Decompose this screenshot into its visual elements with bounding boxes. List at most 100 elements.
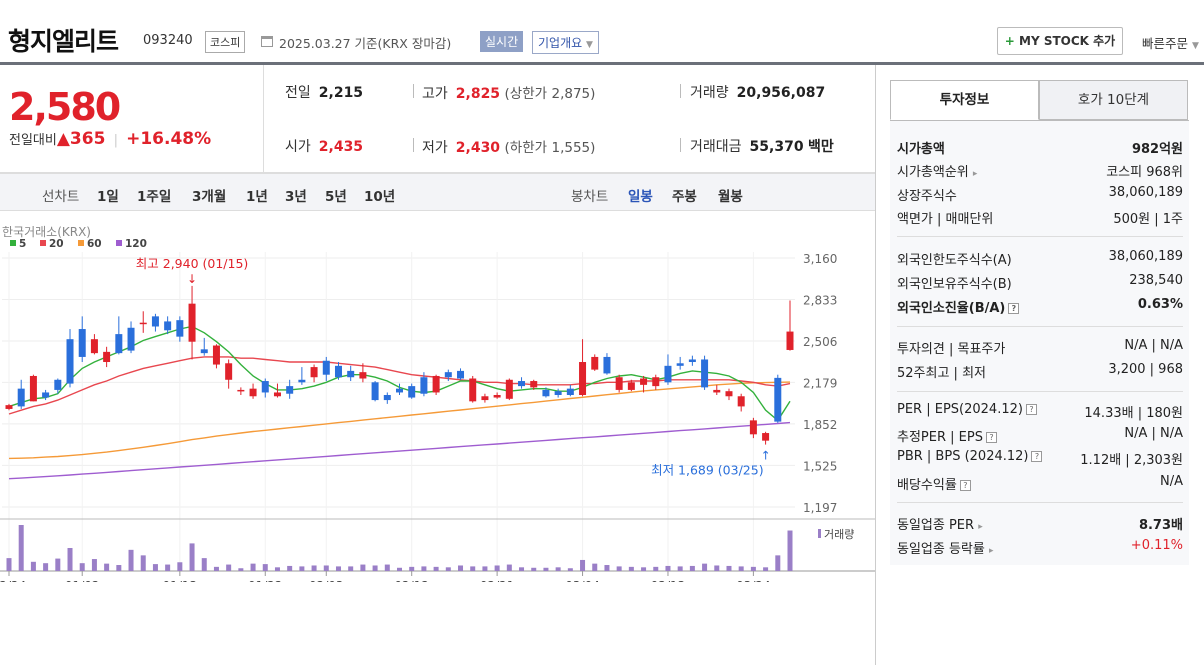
volume-bar — [543, 567, 549, 571]
candle-body — [5, 405, 13, 409]
period-3y-button[interactable]: 3년 — [285, 189, 307, 205]
help-icon[interactable]: ? — [1008, 303, 1020, 314]
candle-body — [115, 334, 123, 354]
rank-label: 시가총액순위 ▸ — [897, 161, 977, 180]
realtime-button[interactable]: 실시간 — [480, 31, 524, 52]
foreign-ratio-row: 외국인소진율(B/A)? 0.63% — [897, 297, 1183, 317]
volume-bar — [494, 565, 500, 571]
candle-body — [688, 359, 696, 363]
tab-order-book[interactable]: 호가 10단계 — [1039, 80, 1188, 120]
pbr-value: 1.12배 | 2,303원 — [1080, 453, 1183, 468]
volume-bar — [384, 564, 390, 571]
rank-row[interactable]: 시가총액순위 ▸ 코스피 968위 — [897, 161, 1183, 181]
company-info-dropdown[interactable]: 기업개요 ▼ — [532, 31, 599, 54]
volume-bar — [189, 543, 195, 571]
period-1d-button[interactable]: 1일 — [97, 189, 119, 205]
moving-average-line-ma120 — [8, 421, 791, 480]
per-label: PER | EPS(2024.12)? — [897, 402, 1037, 417]
candle-body — [164, 321, 172, 331]
candle-chart-label: 봉차트 — [571, 189, 609, 205]
volume-cell: 거래량 20,956,087 — [690, 82, 825, 102]
dividend-label-text: 배당수익률 — [897, 478, 957, 493]
volume-bar — [55, 558, 61, 571]
change-label: 전일대비 — [9, 133, 57, 148]
divider — [413, 84, 414, 98]
trade-value-label: 거래대금 — [690, 139, 742, 155]
candle-body — [542, 389, 550, 397]
x-tick-label: 03/13 — [651, 579, 686, 582]
volume-bar — [592, 563, 598, 571]
volume-bar — [201, 558, 207, 571]
sector-change-label-text: 동일업종 등락률 — [897, 542, 985, 557]
lower-limit-value: 1,555) — [551, 140, 596, 156]
candle-body — [261, 381, 269, 393]
candle-body — [457, 370, 465, 379]
candle-monthly-button[interactable]: 월봉 — [718, 189, 743, 205]
period-1y-button[interactable]: 1년 — [246, 189, 268, 205]
candle-weekly-button[interactable]: 주봉 — [672, 189, 697, 205]
candle-body — [90, 339, 98, 354]
foreign-limit-label: 외국인한도주식수(A) — [897, 253, 1012, 268]
candle-body — [420, 377, 428, 394]
candle-body — [676, 363, 684, 366]
x-tick-label: 02/03 — [309, 579, 344, 582]
foreign-ratio-label: 외국인소진율(B/A)? — [897, 297, 1020, 316]
period-3m-button[interactable]: 3개월 — [192, 189, 227, 205]
period-10y-button[interactable]: 10년 — [364, 189, 396, 205]
price-change: 전일대비▲365 | +16.48% — [9, 129, 212, 149]
volume-bar — [750, 566, 756, 571]
candle-body — [66, 339, 74, 384]
candle-body — [713, 389, 721, 393]
y-tick-label: 1,525 — [803, 459, 837, 473]
help-icon[interactable]: ? — [1031, 451, 1043, 462]
quick-order-dropdown[interactable]: 빠른주문 ▼ — [1142, 33, 1199, 52]
volume-bar — [18, 525, 24, 571]
candle-daily-button[interactable]: 일봉 — [628, 189, 653, 205]
candle-body — [249, 388, 257, 397]
x-tick-label: 01/22 — [248, 579, 283, 582]
candle-body — [347, 370, 355, 378]
volume-bar — [506, 564, 512, 571]
legend-entry: 20 — [49, 238, 64, 250]
volume-bar — [152, 564, 158, 571]
high-annotation: 최고 2,940 (01/15) — [136, 256, 249, 271]
legend-swatch — [116, 240, 122, 246]
x-tick-label: 02/21 — [480, 579, 515, 582]
volume-bar — [177, 562, 183, 571]
upper-limit-value: 2,875) — [551, 86, 596, 102]
my-stock-add-button[interactable]: + MY STOCK 추가 — [997, 27, 1123, 55]
sector-per-label: 동일업종 PER ▸ — [897, 514, 983, 533]
candle-body — [200, 349, 208, 354]
sector-change-row[interactable]: 동일업종 등락률 ▸ +0.11% — [897, 538, 1183, 558]
volume-label: 거래량 — [824, 528, 854, 541]
candlestick-chart[interactable]: 한국거래소(KRX)5 20 60 120 3,160 2,833 2,506 2,179 1,… — [0, 212, 875, 582]
dividend-row: 배당수익률? N/A — [897, 474, 1183, 494]
candle-body — [298, 379, 306, 383]
per-row: PER | EPS(2024.12)? 14.33배 | 180원 — [897, 402, 1183, 422]
wk52-value: 3,200 | 968 — [1108, 362, 1183, 377]
candle-body — [17, 388, 25, 407]
candle-body — [640, 378, 648, 385]
tab-invest-info[interactable]: 투자정보 — [890, 80, 1039, 120]
volume-bar — [104, 563, 110, 571]
help-icon[interactable]: ? — [1025, 404, 1037, 415]
period-1w-button[interactable]: 1주일 — [137, 189, 172, 205]
prev-close-label: 전일 — [285, 85, 311, 101]
volume-bar — [726, 565, 732, 571]
volume-bar — [421, 566, 427, 571]
high-label: 고가 — [422, 86, 448, 102]
candle-body — [579, 362, 587, 395]
volume-bar — [738, 566, 744, 571]
candle-body — [481, 396, 489, 401]
x-tick-label: 01/02 — [65, 579, 100, 582]
volume-value: 20,956,087 — [736, 85, 826, 101]
candle-body — [273, 392, 281, 397]
volume-bar — [787, 530, 793, 571]
sector-per-row[interactable]: 동일업종 PER ▸ 8.73배 — [897, 514, 1183, 534]
candle-body — [432, 375, 440, 393]
volume-bar — [116, 565, 122, 571]
period-5y-button[interactable]: 5년 — [325, 189, 347, 205]
help-icon[interactable]: ? — [959, 480, 971, 491]
help-icon[interactable]: ? — [985, 432, 997, 443]
my-stock-label: MY STOCK 추가 — [1019, 34, 1116, 48]
